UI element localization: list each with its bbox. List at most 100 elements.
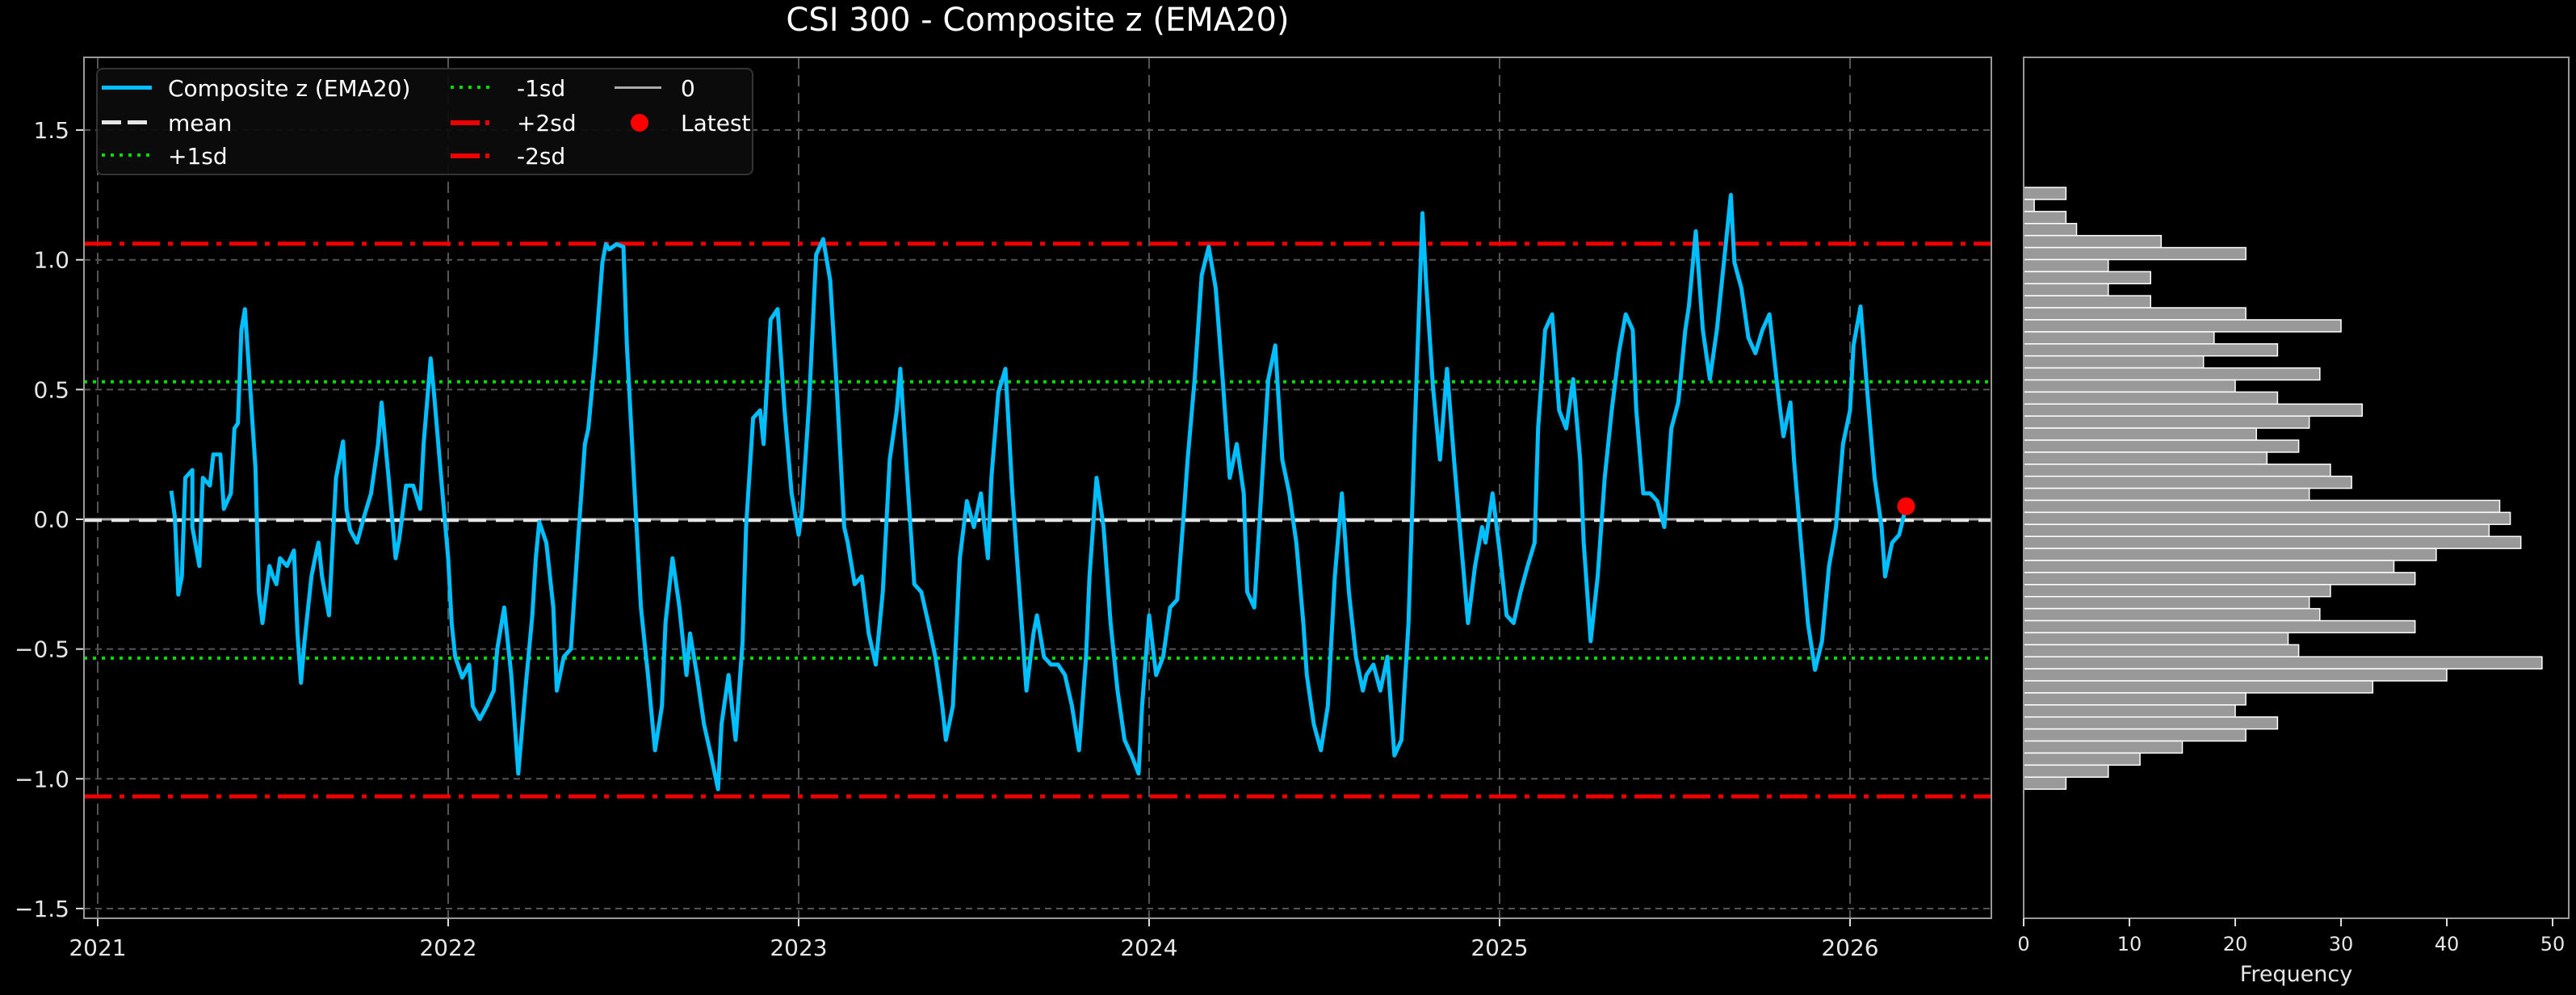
solid-line-swatch-icon [102,76,152,100]
histogram-bar [2023,644,2300,657]
histogram-bar [2023,464,2331,477]
y-tick-label: −1.0 [15,766,69,792]
latest-marker [1897,497,1915,515]
hist-x-tick-label: 0 [2017,933,2029,955]
histogram-bar [2023,572,2416,586]
histogram-bar [2023,548,2437,561]
histogram-bar [2023,764,2109,779]
red-dot-marker-icon [615,111,665,135]
legend-item-composite: Composite z (EMA20) [102,74,411,102]
legend-item-plus-1sd: +1sd [102,142,228,170]
dashed-line-swatch-icon [102,111,152,135]
legend-item-zero: 0 [615,74,695,102]
histogram-bar [2023,331,2215,345]
y-tick-label: 0.5 [33,376,69,403]
histogram-bar [2023,223,2078,237]
legend-label: -2sd [517,142,566,170]
x-tick-label: 2024 [1120,934,1177,961]
histogram-bar [2023,716,2279,730]
histogram-bar [2023,343,2279,357]
histogram-bar [2023,295,2151,309]
dashdot-line-swatch-icon [451,144,501,168]
legend-item-plus-2sd: +2sd [451,109,577,136]
legend-item-mean: mean [102,109,233,136]
hist-xlabel: Frequency [2240,962,2353,987]
legend: Composite z (EMA20) mean +1sd -1sd +2sd … [96,68,753,175]
y-tick-label: −0.5 [15,636,69,663]
histogram-bar [2023,355,2205,369]
histogram-bar [2023,680,2374,694]
y-tick-label: −1.5 [15,896,69,922]
histogram-bar [2023,523,2490,537]
histogram-bar [2023,391,2279,405]
histogram-bar [2023,379,2236,393]
chart-title: CSI 300 - Composite z (EMA20) [786,2,1290,39]
histogram-bar [2023,367,2321,381]
histogram-bar [2023,415,2310,429]
histogram-bar [2023,656,2543,670]
x-tick-label: 2023 [770,934,827,961]
hist-x-tick-label: 10 [2117,933,2142,955]
histogram-bar [2023,475,2352,489]
histogram-bar [2023,499,2501,514]
y-tick-label: 1.5 [33,117,69,144]
histogram-bar [2023,211,2067,225]
hist-x-tick-label: 40 [2435,933,2460,955]
histogram: 0 10 20 30 40 50 Frequency [2017,57,2570,987]
dotted-line-swatch-icon [102,144,152,168]
histogram-bar [2023,776,2067,790]
legend-label: Composite z (EMA20) [168,74,411,102]
histogram-bar [2023,199,2035,212]
histogram-bar [2023,728,2247,742]
legend-label: 0 [681,74,695,102]
histogram-bar [2023,752,2141,766]
histogram-bar [2023,403,2363,417]
histogram-bar [2023,319,2342,333]
legend-item-minus-1sd: -1sd [451,74,566,102]
histogram-bar [2023,258,2109,273]
legend-label: -1sd [517,74,566,102]
histogram-bar [2023,595,2310,610]
histogram-bar [2023,619,2416,634]
histogram-bar [2023,187,2067,200]
histogram-bar [2023,487,2310,502]
hist-x-tick-label: 30 [2329,933,2354,955]
histogram-bar [2023,535,2522,549]
histogram-bar [2023,439,2300,453]
x-tick-label: 2026 [1821,934,1878,961]
histogram-bar [2023,283,2109,296]
y-tick-label: 1.0 [33,247,69,274]
dashdot-line-swatch-icon [451,111,501,135]
dotted-line-swatch-icon [451,76,501,100]
series-line [169,192,1908,791]
histogram-bar [2023,668,2448,682]
legend-item-minus-2sd: -2sd [451,142,566,170]
legend-item-latest: Latest [615,109,751,136]
histogram-bar [2023,632,2289,646]
histogram-bar [2023,234,2163,249]
histogram-frame [2023,57,2570,919]
hist-x-tick-label: 20 [2223,933,2248,955]
histogram-bar [2023,271,2151,285]
histogram-bar [2023,704,2236,718]
composite-z-series [169,192,1908,791]
histogram-bar [2023,511,2511,526]
latest-point [1897,497,1915,515]
histogram-bar [2023,692,2247,706]
reference-lines [84,241,1991,799]
legend-label: +1sd [168,142,228,170]
x-tick-label: 2021 [69,934,126,961]
y-tick-label: 0.0 [33,506,69,533]
histogram-bar [2023,740,2184,754]
histogram-bar [2023,584,2331,598]
legend-label: Latest [681,109,751,136]
legend-label: +2sd [517,109,577,136]
histogram-bar [2023,246,2247,261]
legend-label: mean [168,109,233,136]
histogram-bar [2023,451,2268,465]
histogram-bar [2023,427,2257,441]
x-tick-label: 2025 [1471,934,1528,961]
hist-x-tick-label: 50 [2540,933,2566,955]
